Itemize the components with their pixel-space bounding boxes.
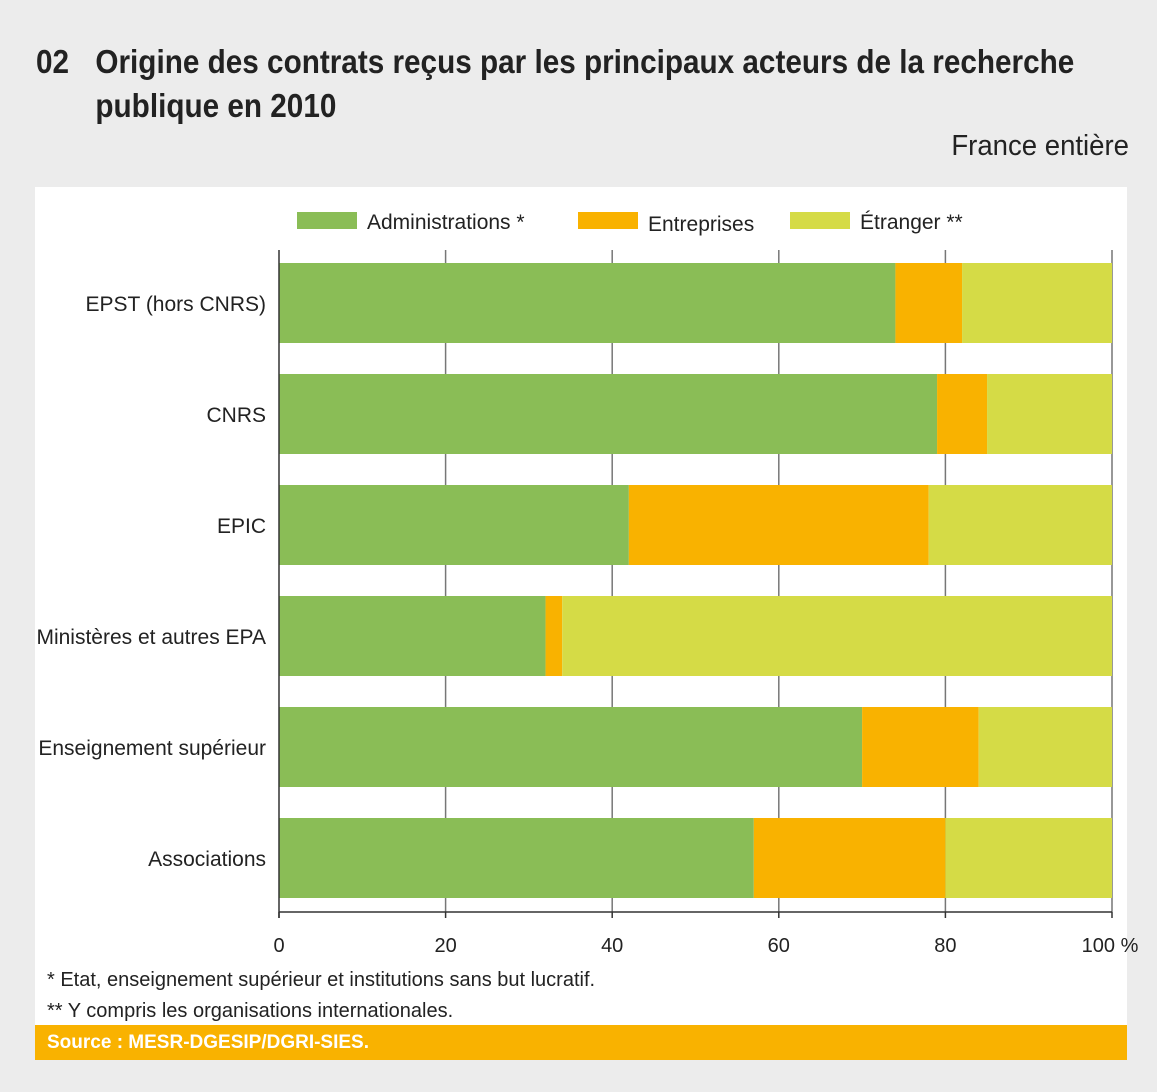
footnote: ** Y compris les organisations internati… <box>47 1000 453 1022</box>
x-tick-label: 0 <box>273 935 284 957</box>
legend-label: Étranger ** <box>860 211 963 234</box>
category-label: EPST (hors CNRS) <box>86 293 266 316</box>
bar-segment <box>978 707 1112 787</box>
bar-segment <box>895 263 963 343</box>
bar-segment <box>279 596 546 676</box>
bar-segment <box>928 485 1112 565</box>
bar-segment <box>862 707 979 787</box>
bar-segment <box>279 707 863 787</box>
bar-segment <box>279 263 896 343</box>
source-bar: Source : MESR-DGESIP/DGRI-SIES. <box>35 1025 1127 1060</box>
bar-segment <box>987 374 1112 454</box>
x-tick-label: 40 <box>601 935 623 957</box>
footnote: * Etat, enseignement supérieur et instit… <box>47 969 595 991</box>
legend-swatch <box>297 212 357 229</box>
category-label: Associations <box>148 848 266 871</box>
x-tick-label: 100 % <box>1082 935 1139 957</box>
legend-label: Entreprises <box>648 213 754 236</box>
bar-segment <box>279 818 754 898</box>
bar-segment <box>279 374 938 454</box>
legend-swatch <box>578 212 638 229</box>
category-label: Enseignement supérieur <box>38 737 266 760</box>
x-tick-label: 60 <box>768 935 790 957</box>
legend-swatch <box>790 212 850 229</box>
legend-label: Administrations * <box>367 211 525 234</box>
category-label: EPIC <box>217 515 266 538</box>
bar-segment <box>628 485 929 565</box>
category-label: CNRS <box>206 404 266 427</box>
bar-segment <box>279 485 629 565</box>
bar-segment <box>937 374 988 454</box>
bar-segment <box>945 818 1112 898</box>
title-text: Origine des contrats reçus par les princ… <box>95 43 1075 124</box>
bar-segment <box>962 263 1112 343</box>
subtitle: France entière <box>951 130 1129 162</box>
bar-segment <box>562 596 1112 676</box>
category-label: Ministères et autres EPA <box>36 626 266 649</box>
x-tick-label: 20 <box>434 935 456 957</box>
bar-segment <box>753 818 946 898</box>
x-tick-label: 80 <box>934 935 956 957</box>
bar-segment <box>545 596 563 676</box>
title-number: 02 <box>36 43 70 80</box>
